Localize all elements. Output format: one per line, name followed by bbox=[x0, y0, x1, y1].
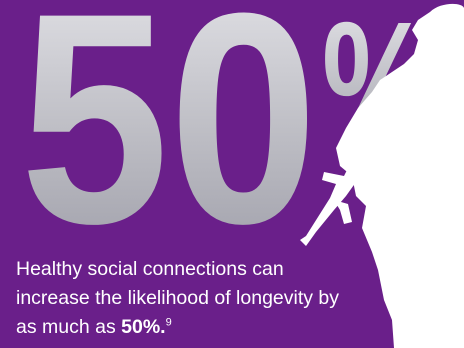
footnote-marker: 9 bbox=[165, 316, 172, 329]
caption-emphasis: 50%. bbox=[121, 316, 166, 338]
stat-number: 50 bbox=[20, 0, 318, 260]
caption-text: Healthy social connections can increase … bbox=[16, 258, 340, 338]
caption: Healthy social connections can increase … bbox=[16, 255, 346, 342]
